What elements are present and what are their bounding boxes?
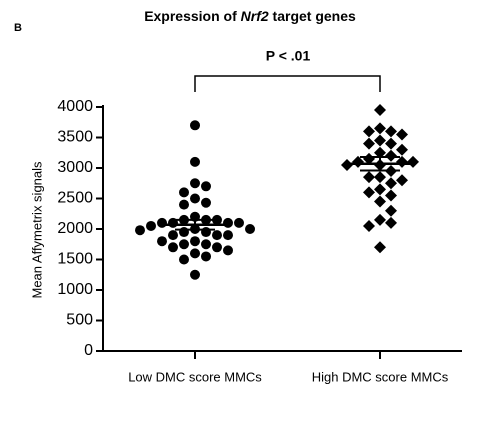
title-part: Expression of <box>144 8 240 24</box>
annotation: P < .01 <box>266 48 311 64</box>
data-point <box>396 174 408 187</box>
data-point <box>363 186 375 199</box>
data-point <box>223 245 233 256</box>
data-point <box>146 220 156 231</box>
y-tick-label: 2000 <box>57 220 93 237</box>
data-point <box>374 146 386 159</box>
data-point <box>374 241 386 254</box>
panel-label: B <box>14 22 22 34</box>
data-point <box>212 230 222 241</box>
data-point <box>190 178 200 189</box>
data-point <box>201 251 211 262</box>
data-point <box>363 152 375 165</box>
data-point <box>363 219 375 232</box>
data-point <box>396 143 408 156</box>
data-point <box>385 137 397 150</box>
data-point <box>385 189 397 202</box>
data-point <box>385 125 397 138</box>
data-point <box>201 197 211 208</box>
data-point <box>374 183 386 196</box>
data-point <box>168 242 178 253</box>
y-tick-label: 3500 <box>57 129 93 146</box>
title-part: target genes <box>269 8 356 24</box>
data-point <box>245 224 255 234</box>
y-tick-label: 4000 <box>57 98 93 115</box>
y-tick-label: 3000 <box>57 159 93 176</box>
data-point <box>179 227 189 238</box>
error-bar <box>175 218 215 231</box>
data-point <box>190 236 200 247</box>
data-point <box>363 137 375 150</box>
data-point <box>212 242 222 253</box>
data-point <box>190 120 200 131</box>
data-point <box>179 187 189 198</box>
data-point <box>374 104 386 117</box>
data-point <box>179 254 189 265</box>
data-point <box>374 213 386 226</box>
data-point <box>234 217 244 228</box>
data-point <box>396 128 408 141</box>
data-point <box>385 149 397 162</box>
data-point <box>135 225 145 236</box>
data-point <box>179 239 189 250</box>
data-point <box>374 134 386 147</box>
data-point <box>201 239 211 250</box>
data-point <box>385 216 397 229</box>
error-bar <box>360 156 400 172</box>
data-point <box>363 125 375 138</box>
y-tick-label: 1500 <box>57 251 93 268</box>
data-point <box>157 236 167 247</box>
data-point <box>341 158 353 171</box>
data-point <box>190 269 200 280</box>
data-point <box>190 193 200 204</box>
data-point <box>385 204 397 217</box>
data-point <box>157 217 167 228</box>
x-tick-label: High DMC score MMCs <box>312 369 449 384</box>
data-point <box>201 181 211 192</box>
data-point <box>223 230 233 241</box>
y-tick-label: 2500 <box>57 190 93 207</box>
data-point <box>168 230 178 241</box>
data-point <box>212 214 222 225</box>
data-point <box>374 171 386 184</box>
data-point <box>190 156 200 167</box>
y-tick-label: 0 <box>84 342 93 359</box>
chart-title: Expression of Nrf2 target genes <box>144 8 356 24</box>
data-point <box>179 199 189 210</box>
y-axis-label: Mean Affymetrix signals <box>29 161 44 299</box>
data-point <box>223 217 233 228</box>
x-tick-label: Low DMC score MMCs <box>128 369 262 384</box>
y-tick-label: 500 <box>66 312 93 329</box>
significance-bracket <box>194 75 381 92</box>
data-point <box>201 227 211 238</box>
title-part: Nrf2 <box>241 8 269 24</box>
data-point <box>385 177 397 190</box>
data-point <box>407 155 419 168</box>
data-point <box>374 195 386 208</box>
data-point <box>190 248 200 259</box>
data-point <box>363 171 375 184</box>
y-tick-label: 1000 <box>57 281 93 298</box>
data-point <box>374 122 386 135</box>
